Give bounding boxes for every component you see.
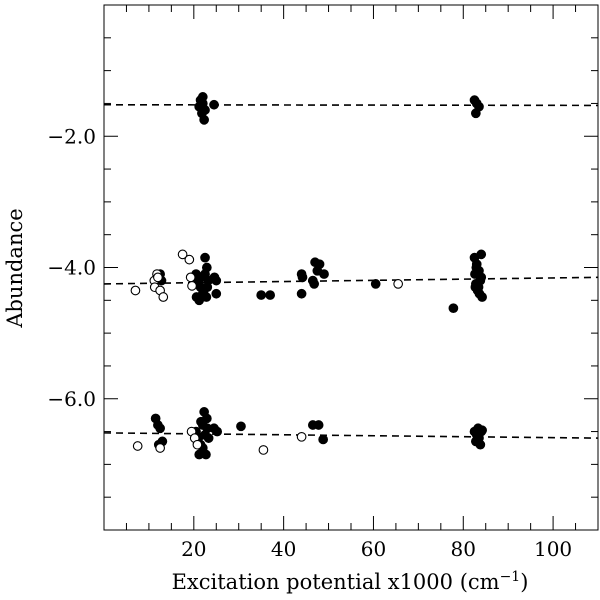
filled-data-point [265,290,276,300]
y-tick-label: −2.0 [47,124,96,148]
filled-data-point [211,288,222,299]
filled-data-point [201,413,212,424]
filled-data-point [201,262,212,273]
x-axis-title: Excitation potential x1000 (cm−1) [172,569,529,594]
filled-data-point [470,282,481,293]
filled-data-point [319,269,329,279]
filled-data-point [309,279,320,289]
open-data-point [185,272,196,283]
filled-data-point [155,423,165,434]
fit-line [103,432,599,439]
open-data-point [187,281,197,291]
x-tick-label: 60 [361,537,386,561]
open-data-point [258,445,269,455]
filled-data-point [476,249,487,260]
x-tick-label: 20 [181,537,206,561]
filled-data-point [318,434,329,445]
filled-data-point [471,262,482,273]
filled-data-point [197,98,208,109]
open-data-point [155,443,165,453]
filled-data-point [256,290,267,300]
data-points [130,92,487,460]
filled-data-point [296,288,307,299]
open-data-point [158,292,169,302]
open-data-point [132,441,143,451]
plot-frame [103,4,599,531]
axis-ticks [104,5,598,530]
open-data-point [130,285,141,296]
tick-labels: 20 40 60 80 100 −2.0 −4.0 −6.0 [47,124,572,561]
filled-data-point [199,114,209,125]
filled-data-point [475,439,486,450]
x-tick-label: 40 [271,537,296,561]
y-axis-title: Abundance [3,208,27,328]
filled-data-point [200,252,210,263]
fit-line [103,103,599,107]
filled-data-point [203,433,214,443]
filled-data-point [477,425,487,436]
filled-data-point [212,426,223,437]
filled-data-point [471,98,482,109]
filled-data-point [198,285,209,296]
open-data-point [393,279,404,289]
y-tick-label: −6.0 [47,387,96,411]
open-data-point [153,272,163,283]
fit-lines [103,103,599,439]
filled-data-point [209,99,219,110]
filled-data-point [236,421,246,432]
open-data-point [184,254,195,265]
filled-data-point [191,292,202,302]
filled-data-point [313,420,324,430]
filled-data-point [209,272,220,283]
open-data-point [192,439,203,450]
y-tick-label: −4.0 [47,256,96,280]
filled-data-point [370,279,381,289]
fit-line [103,276,599,285]
open-data-point [296,431,307,442]
x-tick-label: 80 [451,537,476,561]
filled-data-point [470,108,481,119]
x-tick-label: 100 [534,537,572,561]
filled-data-point [448,303,459,314]
filled-data-point [297,272,308,283]
open-data-point [177,249,188,260]
